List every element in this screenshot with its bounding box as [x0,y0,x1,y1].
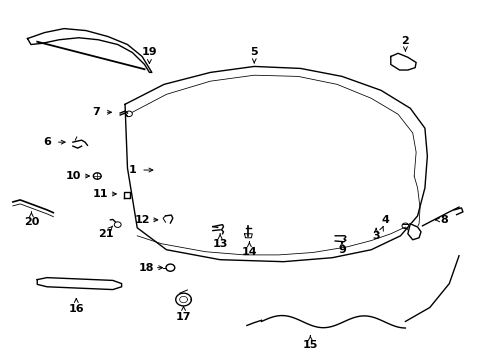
Text: 5: 5 [250,48,258,58]
Text: 12: 12 [134,215,149,225]
Text: 17: 17 [176,312,191,323]
Text: 4: 4 [381,215,389,225]
Text: 13: 13 [212,239,227,249]
Text: 19: 19 [142,48,157,58]
Polygon shape [407,224,420,240]
Polygon shape [37,278,122,289]
Polygon shape [390,53,415,70]
Text: 9: 9 [337,245,345,255]
Text: 16: 16 [68,305,84,315]
Text: 6: 6 [43,137,51,147]
Text: 3: 3 [371,231,379,241]
Text: 11: 11 [93,189,108,199]
Text: 20: 20 [24,217,39,227]
Text: 15: 15 [302,340,317,350]
Text: 8: 8 [440,215,447,225]
Text: 18: 18 [138,263,153,273]
Polygon shape [13,200,53,217]
Text: 7: 7 [92,107,100,117]
Polygon shape [27,28,152,72]
Text: 10: 10 [66,171,81,181]
Text: 2: 2 [401,36,408,46]
Text: 14: 14 [241,247,257,257]
Text: 1: 1 [128,165,136,175]
Text: 21: 21 [98,229,113,239]
